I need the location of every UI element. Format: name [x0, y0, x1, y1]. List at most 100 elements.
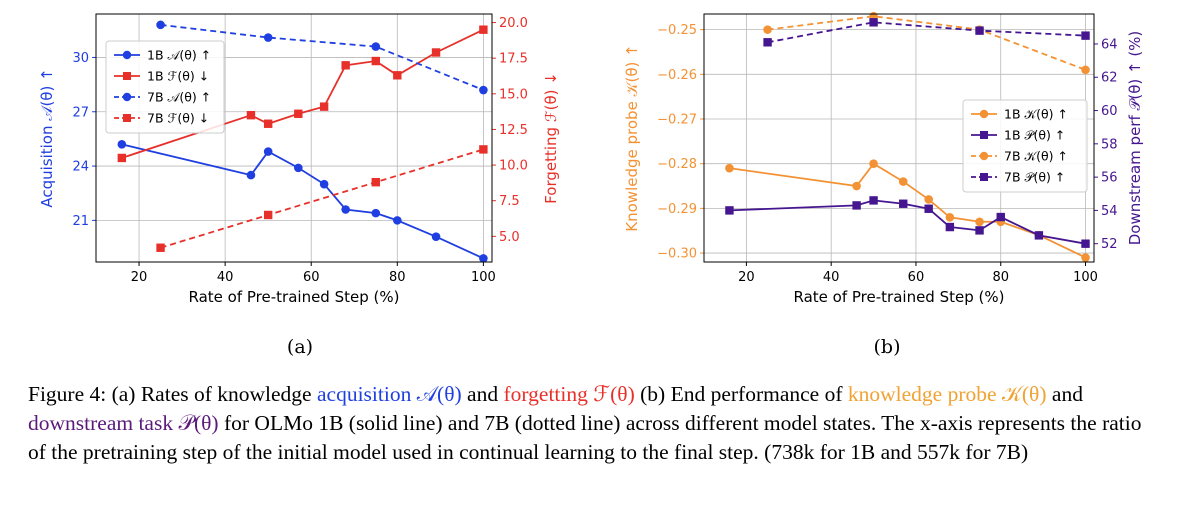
data-point [975, 226, 984, 235]
data-point [945, 213, 955, 222]
y-tick-label: −0.29 [657, 202, 697, 217]
data-point [479, 145, 488, 154]
series-0 [725, 159, 1090, 262]
series-line [729, 199, 1086, 245]
y2-tick-label: 54 [1101, 204, 1118, 219]
panel-label: (b) [874, 336, 901, 358]
y-tick-label: 24 [72, 160, 89, 175]
legend-label: 7B ℱ(θ) ↓ [147, 111, 209, 126]
data-point [479, 85, 488, 95]
data-point [1081, 239, 1090, 248]
data-point [975, 26, 984, 35]
caption-and-1: and [461, 382, 504, 406]
data-point [156, 20, 165, 30]
caption-rest: for OLMo 1B (solid line) and 7B (dotted … [28, 411, 1142, 464]
data-point [341, 205, 350, 214]
data-point [869, 196, 878, 205]
data-point [263, 33, 273, 42]
data-point [725, 206, 734, 215]
data-point [479, 254, 488, 263]
x-tick-label: 20 [131, 270, 148, 285]
data-point [294, 109, 303, 118]
data-point [945, 222, 955, 232]
series-line [729, 162, 1086, 259]
legend-marker [979, 109, 989, 119]
data-point [319, 102, 329, 111]
legend-label: 1B 𝒜(θ) ↑ [147, 48, 211, 63]
legend-marker [122, 50, 132, 60]
data-point [393, 71, 402, 80]
x-tick-label: 80 [389, 270, 406, 285]
data-point [263, 147, 273, 156]
x-tick-label: 20 [738, 270, 755, 285]
data-point [431, 232, 441, 241]
legend: 1B 𝒦(θ) ↑ 1B 𝒫(θ) ↑ 7B 𝒦(θ) ↑ 7B 𝒫(θ) ↑ [962, 99, 1088, 193]
caption-mid: (b) End performance of [634, 382, 848, 406]
y2-tick-label: 20.0 [499, 16, 528, 31]
legend-marker [980, 173, 988, 181]
data-point [246, 170, 256, 180]
legend-box [962, 99, 1088, 193]
panel-label: (a) [287, 336, 313, 358]
legend-marker [122, 92, 132, 102]
y2-axis-label: Downstream perf 𝒫(θ) ↑ (%) [1126, 31, 1144, 246]
legend-label: 1B ℱ(θ) ↓ [147, 69, 209, 84]
data-point [975, 217, 984, 227]
legend-marker [980, 131, 988, 139]
caption-knowledge-probe: knowledge probe 𝒦(θ) [847, 382, 1047, 406]
series-2 [763, 11, 1090, 75]
caption-forgetting: forgetting ℱ(θ) [503, 382, 635, 406]
data-point [1081, 31, 1090, 40]
series-0 [117, 140, 488, 263]
figure-caption: Figure 4: (a) Rates of knowledge acquisi… [28, 380, 1163, 467]
y2-tick-label: 52 [1101, 237, 1118, 252]
y-axis-label: Acquisition 𝒜(θ) ↑ [38, 68, 56, 207]
data-point [924, 204, 933, 213]
data-point [869, 18, 878, 27]
y-tick-label: −0.27 [657, 113, 697, 128]
y2-tick-label: 64 [1101, 37, 1118, 52]
data-point [763, 38, 772, 47]
y2-tick-label: 15.0 [499, 87, 528, 102]
x-axis-label: Rate of Pre-trained Step (%) [794, 288, 1005, 306]
panel-b: 20 40 60 80 100 −0.30 −0.29 −0.28 −0.27 −0.26 −0.2… [623, 11, 1144, 358]
data-point [763, 25, 772, 34]
caption-prefix: Figure 4: (a) Rates of knowledge [28, 382, 317, 406]
data-point [371, 56, 380, 66]
data-point [393, 216, 402, 225]
data-point [725, 163, 734, 173]
data-point [246, 110, 256, 120]
series-line [767, 15, 1086, 71]
y2-tick-label: 5.0 [499, 230, 520, 245]
legend-label: 7B 𝒜(θ) ↑ [147, 90, 211, 105]
data-point [869, 159, 878, 168]
data-point [117, 140, 127, 149]
x-tick-label: 80 [992, 270, 1009, 285]
legend-box [105, 40, 225, 134]
legend-marker [979, 151, 989, 161]
y-tick-label: 27 [72, 105, 89, 120]
y-tick-label: −0.30 [657, 247, 697, 262]
series-2 [156, 20, 488, 95]
data-point [1081, 65, 1090, 75]
series-line [121, 143, 484, 260]
x-axis-label: Rate of Pre-trained Step (%) [189, 288, 400, 306]
data-point [852, 201, 861, 210]
x-tick-label: 60 [303, 270, 320, 285]
y-axis-label: Knowledge probe 𝒦(θ) ↑ [623, 44, 641, 231]
series-3 [156, 145, 488, 252]
series-line [160, 23, 484, 91]
series-line [160, 148, 484, 249]
y2-tick-label: 60 [1101, 104, 1118, 119]
legend-label: 1B 𝒦(θ) ↑ [1004, 107, 1068, 122]
caption-acquisition: acquisition 𝒜(θ) [316, 382, 462, 406]
y2-tick-label: 58 [1101, 137, 1118, 152]
plot-frame [703, 13, 1095, 263]
x-tick-label: 40 [217, 270, 234, 285]
legend-label: 7B 𝒫(θ) ↑ [1004, 170, 1065, 185]
data-point [263, 210, 273, 220]
data-point [371, 177, 380, 187]
data-point [156, 243, 165, 252]
y-tick-label: 30 [72, 51, 89, 66]
data-point [341, 61, 350, 70]
